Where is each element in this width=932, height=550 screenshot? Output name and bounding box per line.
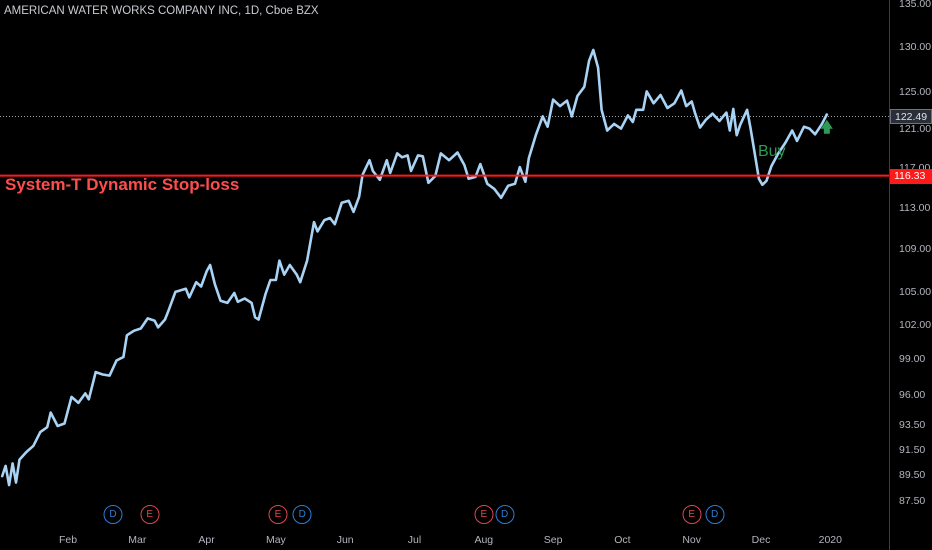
x-tick-label: Feb: [58, 534, 78, 546]
y-tick-label: 109.00: [899, 243, 932, 256]
earnings-marker[interactable]: E: [140, 505, 160, 524]
dividend-marker[interactable]: D: [705, 505, 725, 524]
y-tick-label: 93.50: [899, 418, 926, 431]
x-tick-label: Apr: [198, 534, 215, 546]
y-tick-label: 135.00: [899, 0, 932, 10]
earnings-marker[interactable]: E: [268, 505, 288, 524]
y-tick-label: 91.50: [899, 443, 926, 456]
buy-arrow-icon: [820, 119, 833, 134]
earnings-marker[interactable]: E: [474, 505, 494, 524]
x-tick-label: Nov: [682, 534, 702, 546]
y-tick-label: 130.00: [899, 41, 932, 54]
x-tick-label: Jul: [407, 534, 422, 546]
x-tick-label: May: [265, 534, 286, 546]
x-tick-label: Dec: [751, 534, 771, 546]
x-tick-label: Sep: [543, 534, 563, 546]
x-tick-label: Aug: [474, 534, 494, 546]
buy-label: Buy: [758, 143, 786, 160]
x-tick-label: Oct: [614, 534, 631, 546]
y-tick-label: 121.00: [899, 123, 932, 136]
stop-loss-label: System-T Dynamic Stop-loss: [5, 175, 240, 194]
dividend-marker[interactable]: D: [495, 505, 515, 524]
symbol-title: AMERICAN WATER WORKS COMPANY INC, 1D, Cb…: [4, 5, 319, 17]
dividend-marker[interactable]: D: [292, 505, 312, 524]
stop-loss-price-tag: 116.33: [890, 168, 932, 184]
y-tick-label: 113.00: [899, 201, 931, 214]
y-tick-label: 87.50: [899, 495, 926, 507]
y-tick-label: 125.00: [899, 86, 932, 99]
y-tick-label: 102.00: [899, 319, 932, 332]
y-tick-label: 105.00: [899, 286, 932, 299]
x-tick-label: 2020: [818, 534, 842, 546]
y-tick-label: 89.50: [899, 469, 926, 482]
y-tick-label: 96.00: [899, 388, 926, 401]
earnings-marker[interactable]: E: [682, 505, 702, 524]
y-tick-label: 99.00: [899, 353, 926, 366]
price-series-line: [0, 48, 829, 487]
price-axis[interactable]: 87.50 89.50 91.50 93.50 96.00 99.00 102.00 105.…: [889, 0, 932, 550]
dividend-marker[interactable]: D: [103, 505, 123, 524]
x-tick-label: Jun: [336, 534, 354, 546]
x-tick-label: Mar: [128, 534, 147, 546]
last-price-tag: 122.49: [890, 109, 932, 125]
